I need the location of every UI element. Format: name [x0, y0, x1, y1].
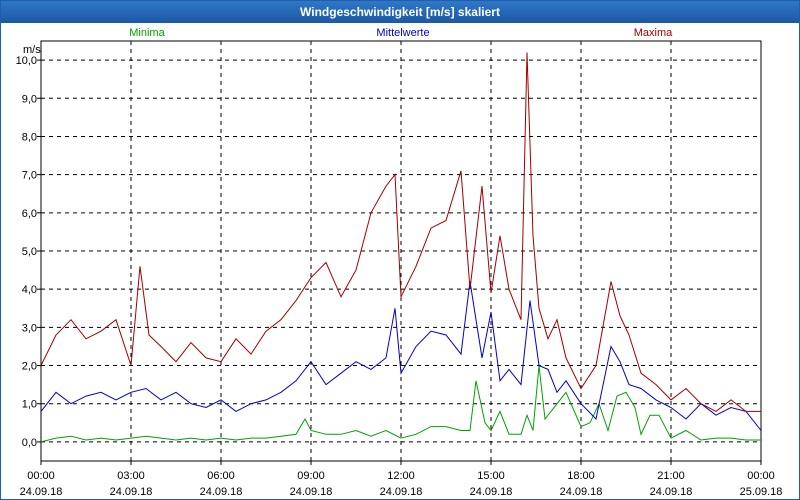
x-tick-time-label: 09:00 [297, 470, 325, 482]
legend-minima: Minima [129, 27, 165, 39]
series-line-mittelwerte [40, 281, 762, 431]
x-tick-time-label: 00:00 [747, 470, 775, 482]
series-line-minima [40, 365, 761, 443]
y-tick-label: 2,0 [22, 361, 37, 373]
x-tick-date-label: 25.09.18 [740, 486, 783, 498]
x-tick-date-label: 24.09.18 [20, 486, 63, 498]
legend-maxima: Maxima [634, 27, 673, 39]
x-tick-date-label: 24.09.18 [290, 486, 333, 498]
y-axis: 0,0 1,0 2,0 3,0 4,0 5,0 6,0 7,0 8,0 9,0 10,0 [16, 55, 41, 449]
y-tick-label: 10,0 [16, 55, 37, 67]
y-tick-label: 4,0 [22, 284, 37, 296]
series-line-maxima [40, 52, 761, 412]
y-tick-label: 8,0 [22, 131, 37, 143]
y-tick-label: 0,0 [22, 437, 37, 449]
x-tick-time-label: 15:00 [477, 470, 505, 482]
x-tick-date-label: 24.09.18 [200, 486, 243, 498]
x-tick-date-label: 24.09.18 [110, 486, 153, 498]
legend-mittelwerte: Mittelwerte [376, 27, 429, 39]
x-tick-time-label: 12:00 [387, 470, 415, 482]
x-tick-date-label: 24.09.18 [380, 486, 423, 498]
x-tick-date-label: 24.09.18 [560, 486, 603, 498]
x-tick-date-label: 24.09.18 [470, 486, 513, 498]
x-tick-time-label: 21:00 [657, 470, 685, 482]
y-tick-label: 7,0 [22, 170, 37, 182]
x-tick-time-label: 03:00 [117, 470, 145, 482]
x-tick-date-label: 24.09.18 [650, 486, 693, 498]
series-lines [40, 52, 762, 443]
x-tick-time-label: 00:00 [27, 470, 55, 482]
x-tick-time-label: 06:00 [207, 470, 235, 482]
y-axis-unit-label: m/s [23, 44, 41, 56]
x-tick-time-label: 18:00 [567, 470, 595, 482]
y-tick-label: 5,0 [22, 246, 37, 258]
y-tick-label: 3,0 [22, 322, 37, 334]
y-tick-label: 9,0 [22, 93, 37, 105]
y-tick-label: 1,0 [22, 399, 37, 411]
x-axis: 00:00 24.09.18 03:00 24.09.18 06:00 24.09.18 0… [20, 461, 783, 498]
window-title: Windgeschwindigkeit [m/s] skaliert [1, 1, 799, 23]
y-tick-label: 6,0 [22, 208, 37, 220]
